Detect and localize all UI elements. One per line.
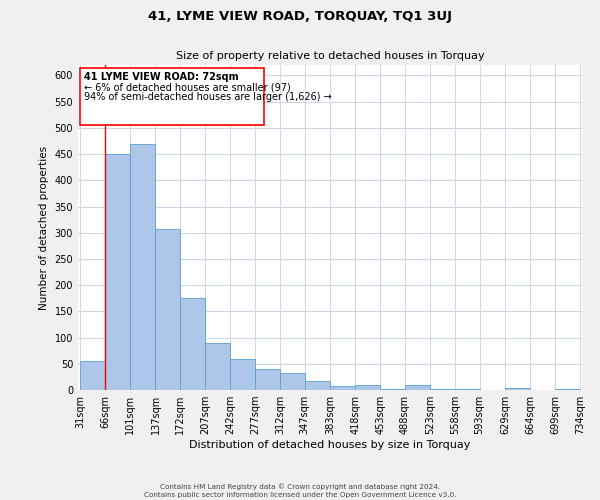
FancyBboxPatch shape bbox=[80, 68, 264, 126]
Bar bbox=[205, 343, 230, 390]
Bar bbox=[355, 386, 380, 390]
Text: ← 6% of detached houses are smaller (97): ← 6% of detached houses are smaller (97) bbox=[83, 82, 290, 92]
Title: Size of property relative to detached houses in Torquay: Size of property relative to detached ho… bbox=[176, 52, 484, 62]
Bar bbox=[380, 389, 405, 390]
Bar bbox=[155, 228, 181, 390]
X-axis label: Distribution of detached houses by size in Torquay: Distribution of detached houses by size … bbox=[190, 440, 470, 450]
Bar bbox=[80, 361, 105, 390]
Text: 94% of semi-detached houses are larger (1,626) →: 94% of semi-detached houses are larger (… bbox=[83, 92, 331, 102]
Text: 41, LYME VIEW ROAD, TORQUAY, TQ1 3UJ: 41, LYME VIEW ROAD, TORQUAY, TQ1 3UJ bbox=[148, 10, 452, 23]
Bar bbox=[105, 154, 130, 390]
Y-axis label: Number of detached properties: Number of detached properties bbox=[39, 146, 49, 310]
Bar bbox=[181, 298, 205, 390]
Text: 41 LYME VIEW ROAD: 72sqm: 41 LYME VIEW ROAD: 72sqm bbox=[83, 72, 238, 82]
Bar bbox=[255, 369, 280, 390]
Bar bbox=[505, 388, 530, 390]
Bar bbox=[555, 389, 580, 390]
Text: Contains HM Land Registry data © Crown copyright and database right 2024.
Contai: Contains HM Land Registry data © Crown c… bbox=[144, 484, 456, 498]
Bar bbox=[305, 381, 331, 390]
Bar bbox=[331, 386, 355, 390]
Bar bbox=[230, 358, 255, 390]
Bar bbox=[280, 372, 305, 390]
Bar bbox=[130, 144, 155, 390]
Bar bbox=[405, 386, 430, 390]
